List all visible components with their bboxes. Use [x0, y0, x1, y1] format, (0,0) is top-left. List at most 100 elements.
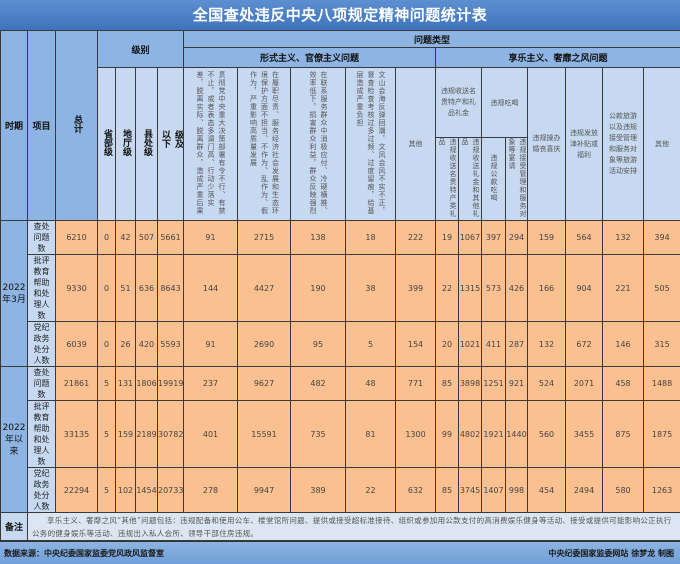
hedonism-col-travel: 公款旅游以及违规接受管理和服务对象等旅游活动安排	[603, 68, 644, 221]
value-cell: 15591	[238, 401, 291, 468]
hedonism-col-other: 其他	[644, 68, 680, 221]
value-cell: 1921	[482, 401, 506, 468]
item-cell: 党纪政务处分人数	[28, 322, 56, 367]
value-cell: 4427	[238, 255, 291, 322]
value-cell: 397	[482, 221, 506, 255]
note-text: 享乐主义、奢靡之风“其他”问题包括：违规配备和使用公车、楼堂馆所问题、提供或接受…	[28, 513, 680, 541]
value-cell: 399	[396, 255, 436, 322]
value-cell: 131	[116, 367, 136, 401]
value-cell: 5593	[158, 322, 184, 367]
value-cell: 132	[603, 221, 644, 255]
gifts-header: 违规收送名贵特产和礼品礼金	[436, 68, 482, 138]
dining-sub-1: 违规公款吃喝	[482, 138, 506, 221]
value-cell: 454	[528, 468, 566, 513]
value-cell: 560	[528, 401, 566, 468]
hedonism-col-allowances: 违规发放津补贴或福利	[566, 68, 603, 221]
value-cell: 1806	[136, 367, 158, 401]
value-cell: 482	[291, 367, 346, 401]
value-cell: 9627	[238, 367, 291, 401]
item-cell: 查处问题数	[28, 367, 56, 401]
value-cell: 20	[436, 322, 459, 367]
formalism-col-other: 其他	[396, 68, 436, 221]
total-cell: 33135	[56, 401, 98, 468]
problem-type-header: 问题类型	[184, 31, 680, 48]
value-cell: 0	[98, 255, 116, 322]
value-cell: 287	[506, 322, 528, 367]
period-cell: 2022年以来	[1, 367, 28, 513]
value-cell: 420	[136, 322, 158, 367]
value-cell: 85	[436, 468, 459, 513]
value-cell: 573	[482, 255, 506, 322]
column-label: 贯彻党中央重大决策部署有令不行、有禁不止，或者表态多调门高、行动少落实差，脱离实…	[194, 71, 227, 216]
value-cell: 278	[184, 468, 238, 513]
value-cell: 1251	[482, 367, 506, 401]
total-cell: 9330	[56, 255, 98, 322]
value-cell: 159	[116, 401, 136, 468]
value-cell: 91	[184, 322, 238, 367]
value-cell: 2189	[136, 401, 158, 468]
value-cell: 458	[603, 367, 644, 401]
value-cell: 138	[291, 221, 346, 255]
item-cell: 查处问题数	[28, 221, 56, 255]
value-cell: 22	[346, 468, 396, 513]
value-cell: 159	[528, 221, 566, 255]
value-cell: 5	[98, 367, 116, 401]
total-cell: 22294	[56, 468, 98, 513]
value-cell: 9947	[238, 468, 291, 513]
value-cell: 3898	[459, 367, 482, 401]
level-county: 县处级	[136, 68, 158, 221]
value-cell: 507	[136, 221, 158, 255]
value-cell: 5	[98, 468, 116, 513]
value-cell: 3745	[459, 468, 482, 513]
value-cell: 505	[644, 255, 680, 322]
page-title: 全国查处违反中央八项规定精神问题统计表	[0, 0, 680, 30]
column-label: 违规收送名贵特产类礼品	[436, 138, 458, 218]
footer: 数据来源：中央纪委国家监委党风政风监督室 中央纪委国家监委网站 徐梦龙 制图	[0, 541, 680, 564]
value-cell: 0	[98, 221, 116, 255]
total-cell: 21861	[56, 367, 98, 401]
data-source: 数据来源：中央纪委国家监委党风政风监督室	[4, 548, 164, 559]
value-cell: 1454	[136, 468, 158, 513]
value-cell: 2071	[566, 367, 603, 401]
value-cell: 2494	[566, 468, 603, 513]
value-cell: 1067	[459, 221, 482, 255]
formalism-col-3: 在联系服务群众中消极应付、冷硬横推、效率低下，损害群众利益，群众反映强烈	[291, 68, 346, 221]
value-cell: 190	[291, 255, 346, 322]
value-cell: 580	[603, 468, 644, 513]
value-cell: 1488	[644, 367, 680, 401]
credit: 中央纪委国家监委网站 徐梦龙 制图	[548, 548, 674, 559]
value-cell: 401	[184, 401, 238, 468]
value-cell: 921	[506, 367, 528, 401]
value-cell: 875	[603, 401, 644, 468]
value-cell: 1300	[396, 401, 436, 468]
item-cell: 党纪政务处分人数	[28, 468, 56, 513]
column-label: 在履职尽责、服务经济社会发展和生态环境保护方面不担当、不作为、乱作为、假作为，严…	[248, 71, 281, 216]
value-cell: 30782	[158, 401, 184, 468]
value-cell: 85	[436, 367, 459, 401]
item-cell: 批评教育帮助和处理人数	[28, 401, 56, 468]
value-cell: 146	[603, 322, 644, 367]
column-label: 在联系服务群众中消极应付、冷硬横推、效率低下，损害群众利益，群众反映强烈	[307, 71, 329, 216]
formalism-col-2: 在履职尽责、服务经济社会发展和生态环境保护方面不担当、不作为、乱作为、假作为，严…	[238, 68, 291, 221]
hedonism-col-weddings: 违规操办婚丧喜庆	[528, 68, 566, 221]
value-cell: 48	[346, 367, 396, 401]
value-cell: 154	[396, 322, 436, 367]
value-cell: 237	[184, 367, 238, 401]
value-cell: 1875	[644, 401, 680, 468]
level-label: 省部级	[100, 129, 113, 156]
value-cell: 38	[346, 255, 396, 322]
note-label: 备注	[1, 513, 28, 541]
value-cell: 411	[482, 322, 506, 367]
value-cell: 102	[116, 468, 136, 513]
total-cell: 6039	[56, 322, 98, 367]
value-cell: 51	[116, 255, 136, 322]
value-cell: 5	[98, 401, 116, 468]
value-cell: 99	[436, 401, 459, 468]
value-cell: 132	[528, 322, 566, 367]
value-cell: 91	[184, 221, 238, 255]
value-cell: 636	[136, 255, 158, 322]
column-label: 违规收送礼金和其他礼品	[459, 138, 481, 218]
total-header-label: 总计	[70, 115, 83, 133]
